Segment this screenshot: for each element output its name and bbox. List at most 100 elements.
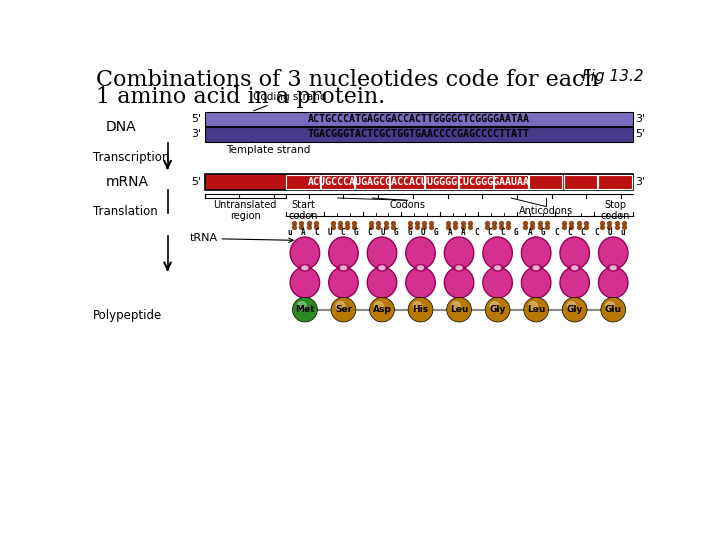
Text: DNA: DNA xyxy=(106,120,136,134)
Text: U: U xyxy=(328,228,332,237)
Text: Start
codon: Start codon xyxy=(288,200,318,221)
Ellipse shape xyxy=(329,267,358,298)
Circle shape xyxy=(446,298,472,322)
Text: G: G xyxy=(354,228,359,237)
Text: Gly: Gly xyxy=(490,305,505,314)
Ellipse shape xyxy=(492,264,503,272)
Text: C: C xyxy=(314,228,319,237)
Circle shape xyxy=(567,302,576,310)
Ellipse shape xyxy=(367,267,397,298)
Ellipse shape xyxy=(483,267,513,298)
Circle shape xyxy=(336,302,345,310)
Ellipse shape xyxy=(415,264,426,272)
Bar xyxy=(425,175,459,189)
Text: u: u xyxy=(287,228,292,237)
Text: Gly: Gly xyxy=(567,305,583,314)
Text: A: A xyxy=(447,228,452,237)
Circle shape xyxy=(523,298,549,322)
Text: 5': 5' xyxy=(191,114,201,124)
Circle shape xyxy=(374,302,383,310)
Text: Coding strand: Coding strand xyxy=(253,92,326,111)
Text: G: G xyxy=(434,228,438,237)
Ellipse shape xyxy=(290,237,320,269)
Circle shape xyxy=(292,298,318,322)
Text: C: C xyxy=(567,228,572,237)
Ellipse shape xyxy=(455,265,463,270)
Text: C: C xyxy=(581,228,585,237)
Ellipse shape xyxy=(406,267,436,298)
Bar xyxy=(204,127,632,142)
Ellipse shape xyxy=(376,264,388,272)
Text: A: A xyxy=(301,228,305,237)
Text: Leu: Leu xyxy=(527,305,545,314)
Bar xyxy=(494,175,528,189)
Ellipse shape xyxy=(598,237,628,269)
Text: Combinations of 3 nucleotides code for each: Combinations of 3 nucleotides code for e… xyxy=(96,69,599,91)
Circle shape xyxy=(600,298,626,322)
Text: 3': 3' xyxy=(636,177,646,187)
Text: Transcription: Transcription xyxy=(93,151,169,164)
Ellipse shape xyxy=(598,267,628,298)
Text: C: C xyxy=(487,228,492,237)
Text: Template strand: Template strand xyxy=(225,142,310,155)
Text: A: A xyxy=(528,228,532,237)
Text: 5': 5' xyxy=(636,130,646,139)
Text: Anticodons: Anticodons xyxy=(518,206,573,217)
Text: Stop
codon: Stop codon xyxy=(600,200,630,221)
Ellipse shape xyxy=(378,265,386,270)
Text: G: G xyxy=(541,228,546,237)
Bar xyxy=(286,175,320,189)
Circle shape xyxy=(451,302,460,310)
Circle shape xyxy=(562,298,587,322)
Text: Glu: Glu xyxy=(605,305,622,314)
Text: C: C xyxy=(594,228,599,237)
Text: A: A xyxy=(461,228,465,237)
Text: U: U xyxy=(608,228,612,237)
Text: G: G xyxy=(408,228,412,237)
Ellipse shape xyxy=(340,265,347,270)
Text: Asp: Asp xyxy=(373,305,392,314)
Circle shape xyxy=(331,298,356,322)
Ellipse shape xyxy=(299,264,311,272)
Ellipse shape xyxy=(521,237,551,269)
Bar xyxy=(564,175,597,189)
Circle shape xyxy=(408,298,433,322)
Circle shape xyxy=(369,298,395,322)
Text: C: C xyxy=(367,228,372,237)
Ellipse shape xyxy=(444,267,474,298)
Text: Codons: Codons xyxy=(389,200,425,210)
Bar xyxy=(598,175,631,189)
Ellipse shape xyxy=(608,264,619,272)
Text: TGACGGGTACTCGCTGGTGAACCCCGAGCCCCTTATT: TGACGGGTACTCGCTGGTGAACCCCGAGCCCCTTATT xyxy=(307,130,530,139)
Text: G: G xyxy=(514,228,518,237)
Ellipse shape xyxy=(290,267,320,298)
Ellipse shape xyxy=(338,264,349,272)
Circle shape xyxy=(606,302,614,310)
Text: Translation: Translation xyxy=(93,205,158,218)
Ellipse shape xyxy=(560,237,590,269)
Text: U: U xyxy=(381,228,385,237)
Ellipse shape xyxy=(494,265,501,270)
Bar xyxy=(356,175,389,189)
Ellipse shape xyxy=(367,237,397,269)
Text: Met: Met xyxy=(295,305,315,314)
Text: Ser: Ser xyxy=(335,305,352,314)
Circle shape xyxy=(413,302,422,310)
Text: C: C xyxy=(474,228,479,237)
Text: tRNA: tRNA xyxy=(190,233,218,243)
Ellipse shape xyxy=(530,264,542,272)
Bar xyxy=(459,175,493,189)
Ellipse shape xyxy=(610,265,617,270)
Circle shape xyxy=(490,302,499,310)
Ellipse shape xyxy=(521,267,551,298)
Text: ACUGCCCAUGAGCGACCACUUGGGGCUCGGGGAAUAA: ACUGCCCAUGAGCGACCACUUGGGGCUCGGGGAAUAA xyxy=(307,177,530,187)
Text: u: u xyxy=(621,228,626,237)
Text: 3': 3' xyxy=(191,130,201,139)
Bar xyxy=(390,175,423,189)
Text: G: G xyxy=(394,228,399,237)
Text: ACTGCCCATGAGCGACCACTTGGGGCTCGGGGAATAA: ACTGCCCATGAGCGACCACTTGGGGCTCGGGGAATAA xyxy=(307,114,530,124)
Text: 1 amino acid in a protein.: 1 amino acid in a protein. xyxy=(96,85,385,107)
Text: 3': 3' xyxy=(636,114,646,124)
Text: 5': 5' xyxy=(191,177,201,187)
Ellipse shape xyxy=(301,265,309,270)
